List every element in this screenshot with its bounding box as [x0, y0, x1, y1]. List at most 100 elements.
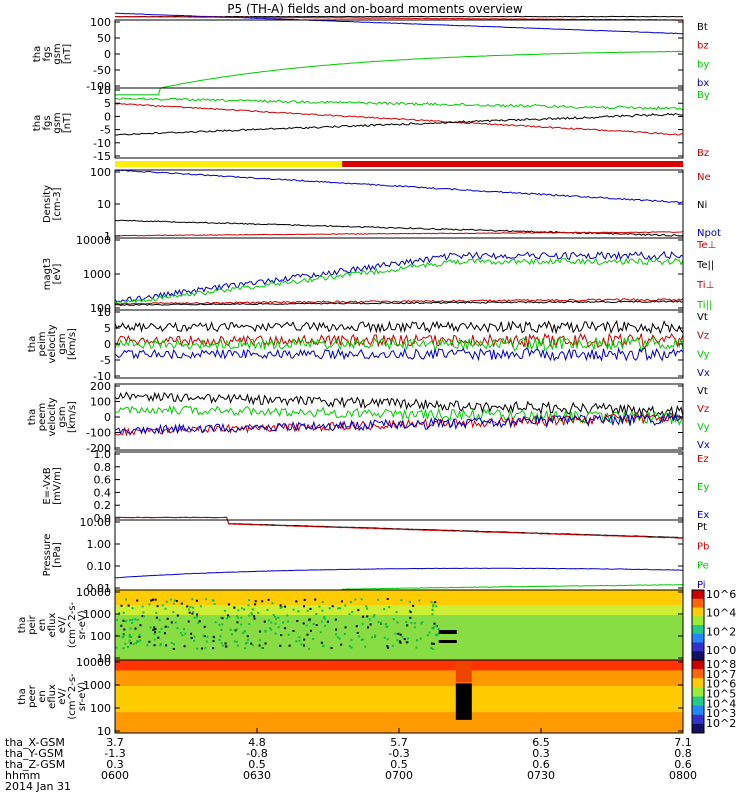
spectrogram-pixel — [173, 643, 175, 645]
y-axis-label-line: [km/s] — [67, 328, 78, 360]
spectrogram-pixel — [384, 637, 386, 639]
legend-pressure-2: Pe — [697, 561, 709, 572]
spectrogram-pixel — [254, 603, 256, 605]
spectrogram-pixel — [220, 617, 222, 619]
y-tick-label: -5 — [100, 354, 111, 367]
spectrogram-pixel — [264, 621, 266, 623]
spectrogram-pixel — [167, 618, 169, 620]
spectrogram-pixel — [312, 638, 314, 640]
spectrogram-pixel — [387, 638, 389, 640]
spectrogram-pixel — [268, 599, 270, 601]
colorbar-segment — [692, 634, 704, 643]
spectrogram-pixel — [280, 607, 282, 609]
spectrogram-pixel — [404, 638, 406, 640]
colorbar-segment — [692, 660, 704, 670]
spectrogram-pixel — [362, 616, 364, 618]
spectrogram-pixel — [125, 620, 127, 622]
spectrogram-pixel — [410, 611, 412, 613]
legend-fgs1-0: Bt — [697, 22, 708, 33]
spectrogram-pixel — [214, 603, 216, 605]
spectrogram-pixel — [215, 621, 217, 623]
spectrogram-pixel — [435, 605, 437, 607]
spectrogram-pixel — [335, 619, 337, 621]
spectrogram-pixel — [130, 636, 132, 638]
spectrogram-pixel — [270, 622, 272, 624]
y-axis-label: magt3[eV] — [42, 258, 63, 291]
mode-bar-segment-0 — [115, 161, 342, 167]
y-tick-label: 10000 — [76, 234, 111, 247]
spectrogram-pixel — [184, 645, 186, 647]
spectrogram-pixel — [366, 615, 368, 617]
spectrogram-pixel — [212, 647, 214, 649]
panels: 100500-50-100thafgsgsm[nT]Btbzbybx1050-5… — [17, 13, 736, 738]
spectrogram-pixel — [123, 629, 125, 631]
spectrogram-pixel — [284, 627, 286, 629]
y-tick-label: 100 — [90, 16, 111, 29]
spectrogram-band — [115, 645, 683, 651]
spectrogram-pixel — [150, 627, 152, 629]
spectrogram-pixel — [246, 642, 248, 644]
spectrogram-pixel — [183, 628, 185, 630]
spectrogram-pixel — [314, 599, 316, 601]
spectrogram-pixel — [170, 599, 172, 601]
spectrogram-pixel — [173, 648, 175, 650]
y-axis-label: thapeimvelocitygsm[km/s] — [27, 324, 78, 363]
spectrogram-pixel — [421, 621, 423, 623]
spectrogram-pixel — [224, 610, 226, 612]
spectrogram-pixel — [196, 648, 198, 650]
spectrogram-pixel — [409, 617, 411, 619]
spectrogram-pixel — [406, 641, 408, 643]
spectrogram-pixel — [321, 621, 323, 623]
legend-density-2: Npot — [697, 228, 721, 239]
spectrogram-pixel — [234, 640, 236, 642]
series-line-peirv-0 — [115, 321, 683, 333]
spectrogram-pixel — [167, 626, 169, 628]
spectrogram-pixel — [135, 642, 137, 644]
spectrogram-pixel — [193, 636, 195, 638]
spectrogram-pixel — [309, 618, 311, 620]
y-axis-label-line: [nT] — [62, 44, 73, 64]
spectrogram-pixel — [201, 648, 203, 650]
colorbar-segment — [692, 643, 704, 652]
legend-fgs1-2: by — [697, 59, 709, 70]
spectrogram-pixel — [248, 623, 250, 625]
spectrogram-band — [115, 615, 683, 621]
colorbar-label: 10^2 — [706, 625, 736, 638]
y-tick-label: 0 — [104, 110, 111, 123]
spectrogram-pixel — [221, 623, 223, 625]
spectrogram-pixel — [364, 646, 366, 648]
spectrogram-pixel — [225, 642, 227, 644]
spectrogram-pixel — [123, 612, 125, 614]
spectrogram-band — [115, 676, 683, 682]
spectrogram-pixel — [155, 599, 157, 601]
spectrogram-pixel — [133, 643, 135, 645]
spectrogram-pixel — [340, 644, 342, 646]
spectrogram-pixel — [188, 621, 190, 623]
spectrogram-gap — [439, 640, 457, 643]
spectrogram-pixel — [184, 633, 186, 635]
spectrogram-pixel — [150, 599, 152, 601]
spectrogram-pixel — [237, 609, 239, 611]
spectrogram-pixel — [165, 644, 167, 646]
spectrogram-pixel — [186, 605, 188, 607]
spectrogram-pixel — [367, 626, 369, 628]
spectrogram-band — [115, 723, 683, 729]
spectrogram-pixel — [161, 628, 163, 630]
spectrogram-pixel — [271, 602, 273, 604]
y-axis-label-line: [nPa] — [52, 542, 63, 568]
mode-bar-segment-1 — [342, 161, 683, 167]
y-tick-label: -100 — [86, 427, 111, 440]
spectrogram-pixel — [270, 629, 272, 631]
spectrogram-pixel — [212, 599, 214, 601]
spectrogram-pixel — [247, 639, 249, 641]
spectrogram-pixel — [339, 638, 341, 640]
spectrogram-pixel — [374, 635, 376, 637]
y-axis-label: thafgsgsm[nT] — [32, 112, 73, 133]
spectrogram-pixel — [159, 619, 161, 621]
spectrogram-pixel — [395, 633, 397, 635]
spectrogram-band — [115, 702, 683, 708]
spectrogram-pixel — [280, 604, 282, 606]
